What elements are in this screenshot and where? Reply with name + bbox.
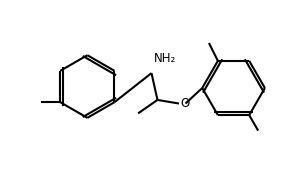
Text: NH₂: NH₂	[154, 52, 176, 65]
Text: O: O	[181, 97, 190, 110]
